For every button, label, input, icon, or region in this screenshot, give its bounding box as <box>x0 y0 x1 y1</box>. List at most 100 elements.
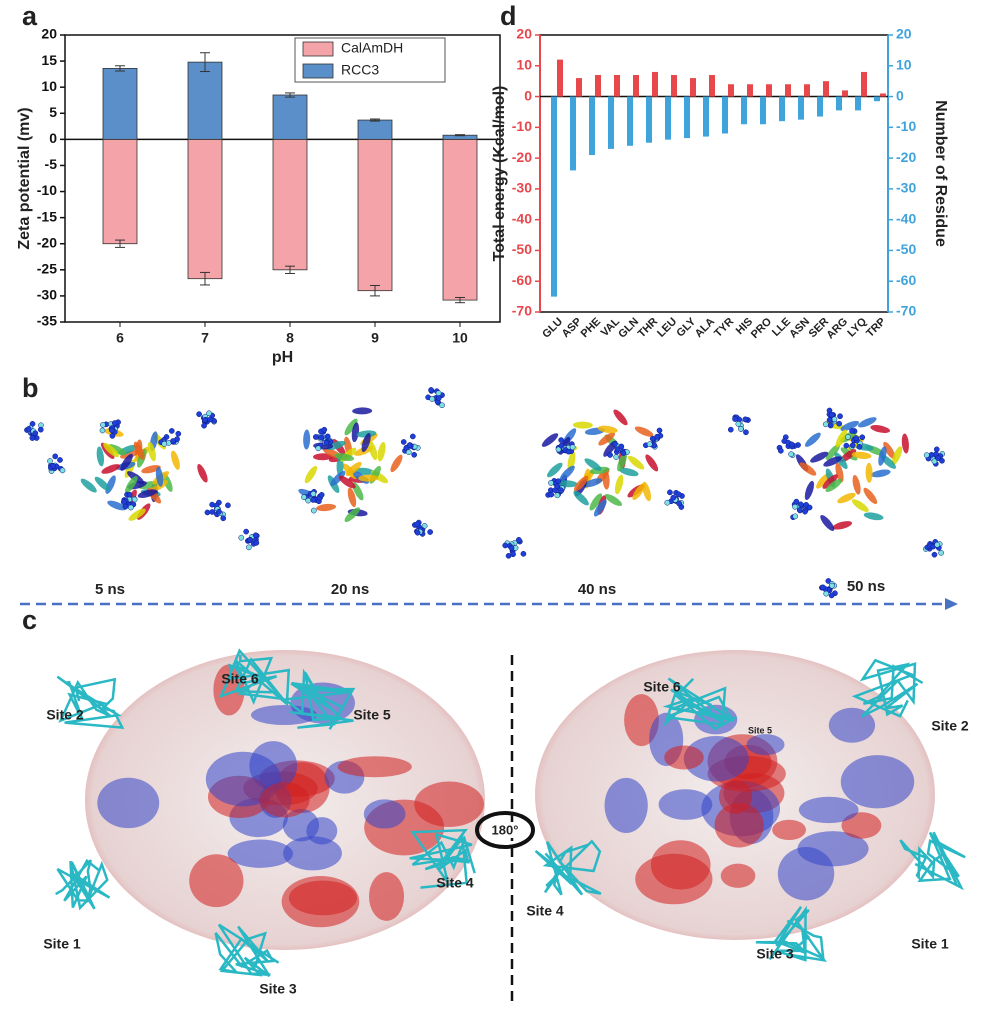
bar <box>766 84 772 97</box>
atom <box>620 450 627 456</box>
y2-tick-label: 20 <box>896 26 912 42</box>
time-label: 40 ns <box>578 581 616 598</box>
atom <box>439 402 445 409</box>
helix <box>823 456 842 467</box>
atom <box>428 387 434 393</box>
bar <box>817 96 823 117</box>
y-tick-label: -5 <box>45 156 58 172</box>
helix <box>824 420 844 430</box>
charge-patch <box>369 872 405 921</box>
helix <box>598 432 616 446</box>
atom <box>613 454 620 460</box>
x-tick-label: 6 <box>116 330 124 346</box>
helix <box>345 461 362 477</box>
helix <box>645 454 659 472</box>
rotate-icon <box>475 811 535 849</box>
atom <box>109 433 116 439</box>
x-tick-label: ASN <box>787 316 812 341</box>
bar <box>855 96 861 111</box>
charge-patch <box>337 756 412 778</box>
atom <box>216 508 222 515</box>
atom <box>727 426 734 433</box>
atom <box>411 451 418 458</box>
bar <box>861 71 867 97</box>
error-bar <box>115 239 125 248</box>
atom <box>676 500 683 507</box>
plot-frame <box>64 34 501 323</box>
helix <box>863 512 884 521</box>
atom <box>557 487 564 493</box>
ligand <box>56 675 125 729</box>
atom <box>301 494 307 501</box>
atom <box>938 550 944 556</box>
helix <box>133 441 145 460</box>
atom <box>743 429 749 436</box>
y-tick-label: 5 <box>49 104 57 120</box>
ligand <box>851 658 924 718</box>
helix <box>368 440 378 461</box>
helix <box>197 464 208 483</box>
helix <box>150 480 169 492</box>
atom <box>310 497 316 503</box>
bar <box>741 96 747 125</box>
helix <box>304 465 318 484</box>
arrow-head <box>945 598 958 610</box>
panel-label: b <box>22 373 39 403</box>
atom <box>793 498 800 505</box>
atom <box>429 396 435 402</box>
atom <box>252 532 259 539</box>
atom <box>923 452 930 458</box>
atom <box>732 416 738 422</box>
bar <box>665 96 671 140</box>
bar <box>557 59 563 97</box>
y-tick-label: -70 <box>512 303 532 319</box>
panel-label: d <box>500 1 517 31</box>
y-tick-label: -20 <box>512 149 532 165</box>
atom <box>843 442 850 449</box>
helix <box>583 478 603 488</box>
bar <box>836 96 842 111</box>
atom <box>607 452 613 458</box>
helix <box>573 490 589 506</box>
bar <box>880 93 886 97</box>
charge-patch <box>720 863 756 888</box>
atom <box>435 395 442 401</box>
atom <box>201 422 207 429</box>
x-tick-label: PRO <box>749 315 775 341</box>
helix <box>120 453 133 471</box>
atom <box>670 494 677 501</box>
helix <box>147 441 156 462</box>
helix <box>330 470 346 486</box>
atom <box>614 446 621 453</box>
error-bar <box>370 118 380 122</box>
y2-tick-label: -20 <box>896 149 916 165</box>
charge-patch <box>798 796 859 824</box>
atom <box>646 441 653 447</box>
helix <box>593 499 607 517</box>
atom <box>558 437 564 443</box>
y-tick-label: 10 <box>41 78 57 94</box>
y-tick-label: 20 <box>516 26 532 42</box>
helix <box>634 426 654 437</box>
ligand <box>281 668 356 730</box>
atom <box>928 452 935 458</box>
site-label: Site 1 <box>43 936 81 952</box>
helix <box>541 433 559 447</box>
atom <box>797 501 804 508</box>
x-tick-label: GLY <box>674 315 698 339</box>
atom <box>554 483 560 490</box>
bar <box>779 96 785 122</box>
atom <box>651 442 658 449</box>
helix <box>141 465 161 474</box>
y-tick-label: -35 <box>37 313 57 329</box>
charge-patch <box>189 854 244 908</box>
helix <box>559 465 575 481</box>
bar <box>633 75 639 97</box>
bar <box>272 94 308 140</box>
helix <box>316 503 337 512</box>
atom <box>826 417 833 423</box>
atom <box>59 467 66 474</box>
y2-tick-label: -60 <box>896 272 916 288</box>
atom <box>822 421 829 428</box>
atom <box>99 427 106 434</box>
